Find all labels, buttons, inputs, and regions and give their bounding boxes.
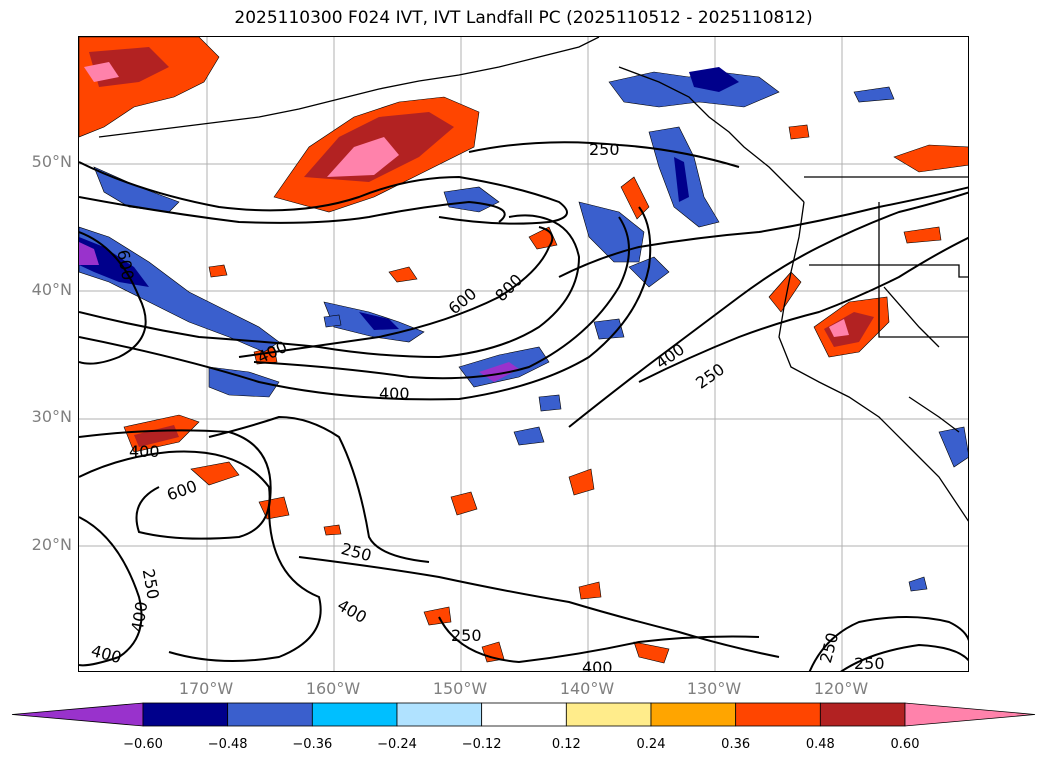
coastlines bbox=[98, 37, 968, 522]
colorbar-extend-low bbox=[11, 702, 144, 727]
colorbar-tick-label: 0.60 bbox=[890, 737, 920, 752]
contour-label: 250 bbox=[589, 140, 620, 159]
colorbar-tick-label: −0.36 bbox=[292, 737, 333, 752]
lat-label-50n: 50°N bbox=[31, 152, 72, 171]
colorbar-tick-label: −0.48 bbox=[207, 737, 248, 752]
colorbar-tick-label: 0.12 bbox=[551, 737, 581, 752]
ivt-contours bbox=[79, 141, 968, 671]
map-canvas: 250 600 400 600 800 400 400 250 400 600 … bbox=[79, 37, 968, 672]
colorbar-cell bbox=[481, 702, 567, 727]
contour-label: 600 bbox=[445, 284, 481, 318]
colorbar-cell bbox=[227, 702, 313, 727]
colorbar-cell bbox=[650, 702, 737, 727]
colorbar-cell bbox=[735, 702, 821, 727]
contour-label: 250 bbox=[139, 567, 163, 600]
contour-label: 400 bbox=[127, 600, 151, 633]
contour-label: 250 bbox=[692, 360, 728, 393]
contour-label: 250 bbox=[339, 539, 373, 565]
contour-labels: 250 600 400 600 800 400 400 250 400 600 … bbox=[89, 140, 885, 672]
contour-label: 400 bbox=[334, 595, 370, 627]
contour-label: 400 bbox=[129, 442, 160, 461]
contour-label: 800 bbox=[491, 270, 526, 305]
contour-label: 400 bbox=[379, 384, 410, 403]
colorbar-tick-label: −0.24 bbox=[377, 737, 417, 752]
lat-label-30n: 30°N bbox=[31, 407, 72, 426]
colorbar-extend-high bbox=[904, 702, 1036, 727]
lon-label-160w: 160°W bbox=[305, 679, 361, 698]
lat-label-20n: 20°N bbox=[31, 535, 72, 554]
colorbar-tick-label: −0.60 bbox=[123, 737, 163, 752]
plot-title: 2025110300 F024 IVT, IVT Landfall PC (20… bbox=[234, 8, 813, 28]
negative-correlation-areas bbox=[79, 67, 968, 592]
contour-label: 250 bbox=[451, 626, 482, 645]
colorbar-tick-label: 0.48 bbox=[805, 737, 835, 752]
lon-label-130w: 130°W bbox=[686, 679, 742, 698]
contour-label: 400 bbox=[582, 658, 613, 672]
contour-label: 400 bbox=[652, 340, 688, 373]
contour-label: 250 bbox=[854, 654, 885, 672]
contour-label: 250 bbox=[816, 631, 842, 665]
map-panel: 250 600 400 600 800 400 400 250 400 600 … bbox=[78, 36, 969, 672]
colorbar-cell bbox=[819, 702, 906, 727]
lon-label-140w: 140°W bbox=[559, 679, 615, 698]
contour-label: 600 bbox=[164, 476, 199, 504]
colorbar-cell bbox=[142, 702, 229, 727]
colorbar-tick-label: −0.12 bbox=[461, 737, 502, 752]
lon-label-120w: 120°W bbox=[813, 679, 869, 698]
colorbar-cell bbox=[396, 702, 483, 727]
lon-label-150w: 150°W bbox=[432, 679, 488, 698]
colorbar-tick-label: 0.36 bbox=[721, 737, 751, 752]
colorbar bbox=[11, 702, 1036, 727]
colorbar-cell bbox=[565, 702, 652, 727]
colorbar-tick-label: 0.24 bbox=[636, 737, 666, 752]
lon-label-170w: 170°W bbox=[178, 679, 234, 698]
lat-label-40n: 40°N bbox=[31, 280, 72, 299]
colorbar-cell bbox=[311, 702, 398, 727]
